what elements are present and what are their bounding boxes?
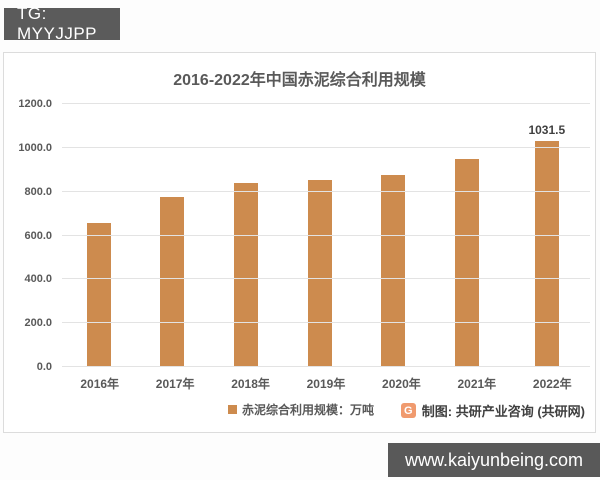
gridline xyxy=(62,103,590,104)
gridline xyxy=(62,146,590,148)
gridline xyxy=(62,190,590,192)
footer-url: www.kaiyunbeing.com xyxy=(404,449,584,470)
x-axis-label: 2018年 xyxy=(231,377,270,391)
x-axis-label: 2021年 xyxy=(457,377,497,391)
legend-marker-icon xyxy=(228,405,237,414)
bar-2018年 xyxy=(234,183,259,367)
bar-2021年 xyxy=(454,158,479,367)
chart-body: 0.0 200.0 400.0 600.0 800.0 1000.0 1200.0 1031… xyxy=(8,98,590,373)
y-axis: 0.0 200.0 400.0 600.0 800.0 1000.0 1200.0 xyxy=(8,98,56,373)
y-tick-label: 200.0 xyxy=(24,317,52,330)
x-axis: 2016年 2017年 2018年 2019年 2020年 2021年 2022年 xyxy=(62,375,590,392)
footer-bar: www.kaiyunbeing.com xyxy=(388,443,600,477)
y-tick-label: 600.0 xyxy=(24,229,52,242)
bar-2017年 xyxy=(160,197,185,367)
x-axis-label: 2017年 xyxy=(155,377,195,391)
gongyan-logo-icon: G xyxy=(400,403,416,418)
gridline xyxy=(62,234,590,236)
bar-slot xyxy=(160,104,185,367)
bar-2019年 xyxy=(307,180,332,367)
tg-badge-label: TG: MYYJJPP xyxy=(17,4,98,43)
bar-value-label: 1031.5 xyxy=(528,122,566,137)
x-axis-label: 2019年 xyxy=(306,377,346,391)
y-tick-label: 1000.0 xyxy=(18,141,52,154)
y-tick-label: 0.0 xyxy=(36,361,52,373)
attribution-text: 制图: 共研产业咨询 (共研网) xyxy=(421,404,585,419)
x-axis-label: 2022年 xyxy=(532,377,572,391)
y-tick-label: 800.0 xyxy=(24,185,52,198)
plot-area: 1031.5 xyxy=(62,103,590,367)
bar-2022年 xyxy=(534,140,559,367)
chart-title: 2016-2022年中国赤泥综合利用规模 xyxy=(173,72,426,89)
bar-slot: 1031.5 xyxy=(528,104,565,367)
y-tick-label: 400.0 xyxy=(24,273,52,286)
y-tick-label: 1200.0 xyxy=(18,98,52,110)
bar-slot xyxy=(234,104,259,367)
x-axis-label: 2020年 xyxy=(382,377,421,391)
bar-slot xyxy=(86,104,111,367)
bar-2020年 xyxy=(381,174,406,367)
bar-2016年 xyxy=(86,223,111,367)
x-axis-label: 2016年 xyxy=(80,377,120,391)
bar-slot xyxy=(454,104,479,367)
bar-slot xyxy=(381,104,406,367)
tg-badge: TG: MYYJJPP xyxy=(4,4,120,43)
chart-card: 2016-2022年中国赤泥综合利用规模 0.0 200.0 400.0 600.0 8… xyxy=(3,52,596,433)
bars: 1031.5 xyxy=(62,104,590,367)
gridline xyxy=(62,322,590,324)
attribution: G 制图: 共研产业咨询 (共研网) xyxy=(400,401,585,420)
legend: 赤泥综合利用规模：万吨 xyxy=(228,401,374,418)
legend-row: 赤泥综合利用规模：万吨 G 制图: 共研产业咨询 (共研网) xyxy=(4,401,585,423)
gridline xyxy=(62,366,590,367)
bar-slot xyxy=(307,104,332,367)
legend-label: 赤泥综合利用规模：万吨 xyxy=(242,403,375,417)
gridline xyxy=(62,278,590,280)
